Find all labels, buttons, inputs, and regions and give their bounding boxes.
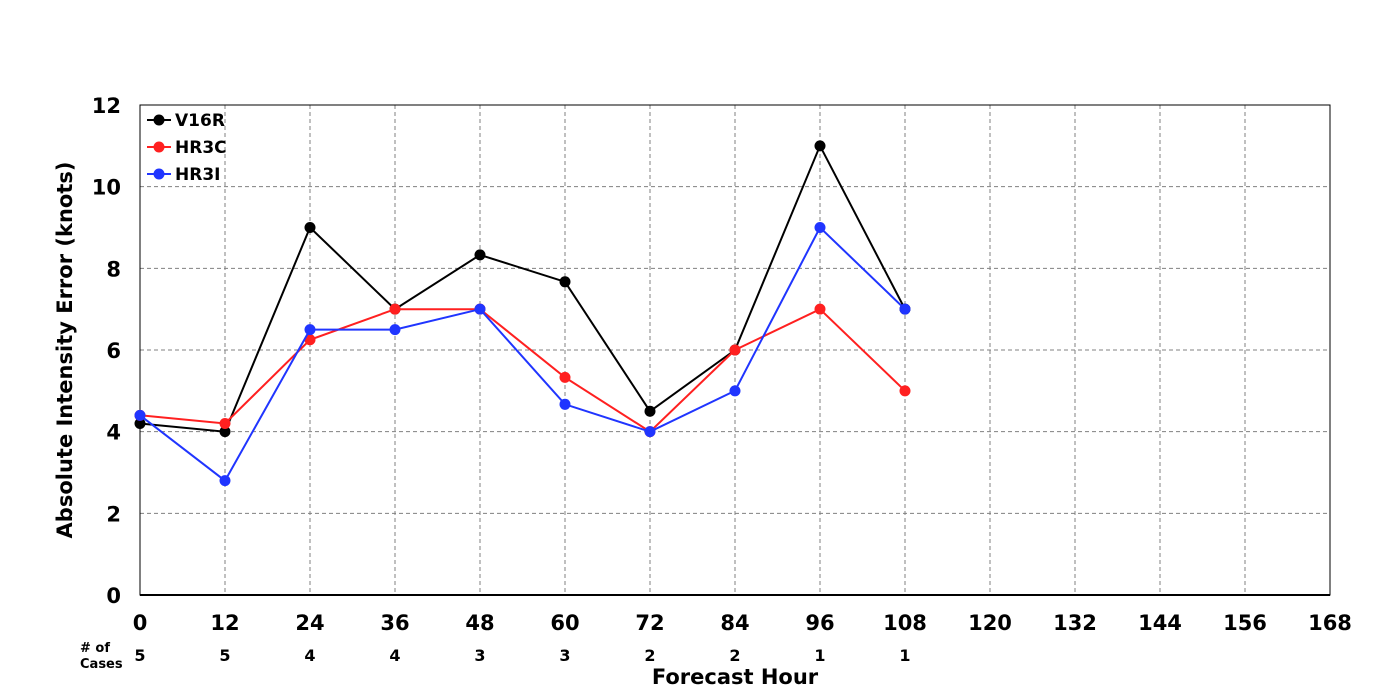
series-hr3i: [134, 222, 911, 487]
data-point: [814, 222, 826, 233]
y-axis-title: Absolute Intensity Error (knots): [53, 162, 77, 539]
x-axis-title: Forecast Hour: [652, 665, 819, 689]
case-count: 5: [219, 646, 230, 665]
x-tick-label: 24: [295, 611, 324, 635]
x-tick-label: 144: [1138, 611, 1182, 635]
series-line: [139, 225, 906, 483]
y-tick-label: 6: [106, 339, 121, 363]
y-tick-label: 4: [106, 421, 121, 445]
data-point: [814, 303, 826, 315]
x-tick-label: 48: [465, 611, 494, 635]
data-point: [899, 303, 911, 315]
data-point: [814, 140, 826, 152]
x-tick-label: 132: [1053, 611, 1097, 635]
legend-label: HR3I: [175, 165, 220, 185]
data-point: [389, 303, 401, 315]
x-tick-label: 60: [550, 611, 579, 635]
series-line: [139, 143, 906, 433]
case-count: 4: [304, 646, 315, 665]
case-count: 5: [134, 646, 145, 665]
legend-label: HR3C: [175, 138, 227, 158]
case-count: 3: [474, 646, 485, 665]
data-point: [559, 398, 571, 410]
case-count: 1: [814, 646, 825, 665]
cases-label-line1: # of: [80, 641, 110, 656]
data-point: [304, 222, 316, 233]
x-tick-label: 72: [635, 611, 664, 635]
legend-swatch-marker: [153, 114, 165, 126]
data-point: [474, 303, 486, 315]
x-tick-label: 36: [380, 611, 409, 635]
data-point: [729, 344, 741, 356]
case-count: 1: [899, 646, 910, 665]
series: [134, 140, 911, 487]
data-point: [219, 426, 231, 438]
case-count: 2: [729, 646, 740, 665]
case-count: 4: [389, 646, 400, 665]
x-tick-label: 168: [1308, 611, 1352, 635]
legend-item-hr3c: HR3C: [147, 138, 227, 158]
x-tick-label: 12: [210, 611, 239, 635]
case-count: 2: [644, 646, 655, 665]
data-point: [389, 324, 401, 336]
data-point: [219, 418, 231, 429]
data-point: [304, 324, 316, 336]
data-point: [474, 249, 486, 261]
legend-swatch-marker: [153, 141, 165, 153]
grid: [140, 105, 1330, 595]
y-tick-label: 0: [106, 584, 121, 608]
y-tick-label: 10: [92, 176, 121, 200]
data-point: [304, 334, 316, 346]
x-tick-label: 108: [883, 611, 927, 635]
legend: V16R HR3C HR3I: [147, 111, 227, 185]
x-tick-label: 84: [720, 611, 749, 635]
data-point: [559, 371, 571, 383]
data-point: [899, 385, 911, 397]
x-tick-label: 156: [1223, 611, 1267, 635]
series-line: [139, 307, 906, 433]
y-tick-label: 2: [106, 502, 121, 526]
legend-label: V16R: [175, 111, 225, 131]
cases-label-line2: Cases: [80, 657, 123, 672]
x-tick-label: 120: [968, 611, 1012, 635]
data-point: [134, 409, 146, 421]
series-v16r: [134, 140, 911, 438]
data-point: [729, 385, 741, 397]
x-tick-label: 0: [133, 611, 148, 635]
legend-item-hr3i: HR3I: [147, 165, 220, 185]
cases-row: # of Cases 5 5 4 4 3 3 2 2 1 1: [80, 641, 911, 672]
legend-item-v16r: V16R: [147, 111, 225, 131]
y-tick-label: 8: [106, 257, 121, 281]
data-point: [644, 426, 656, 438]
legend-swatch-marker: [153, 168, 165, 180]
data-point: [559, 276, 571, 288]
y-tick-label: 12: [92, 94, 121, 118]
data-point: [644, 405, 656, 417]
data-point: [134, 418, 146, 429]
case-count: 3: [559, 646, 570, 665]
tick-labels: 0 12 24 36 48 60 72 84 96 108 120 132 144 156 16802468…: [92, 94, 1352, 635]
data-point: [219, 475, 231, 487]
x-tick-label: 96: [805, 611, 834, 635]
